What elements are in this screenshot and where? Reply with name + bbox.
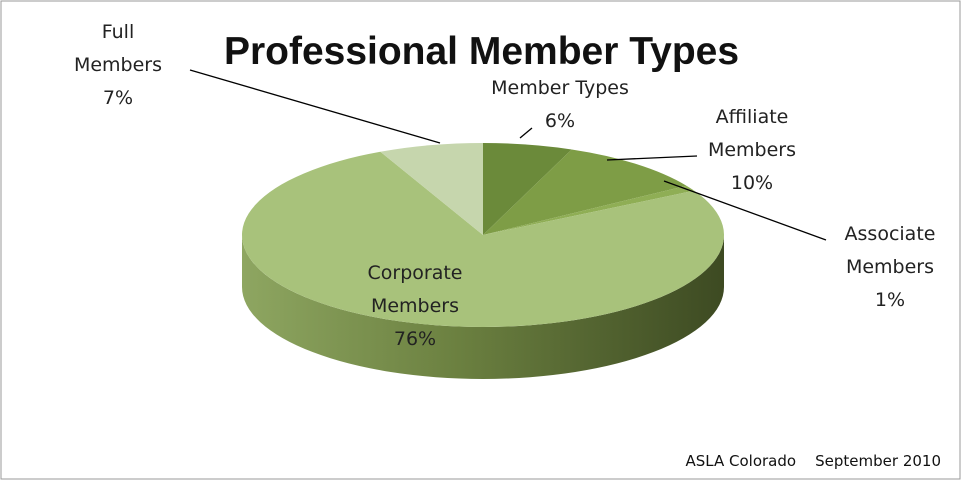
annotation: September 2010 — [815, 452, 941, 470]
category: Full Members — [73, 21, 163, 76]
pie-slice — [483, 185, 695, 235]
slice-label: Full Members 7% — [68, 16, 168, 115]
pie-slice — [241, 151, 724, 328]
pie-slice — [483, 149, 687, 235]
category: Affiliate Members — [707, 106, 797, 161]
pie-slice — [483, 143, 572, 235]
value-label: 10% — [730, 172, 774, 194]
annotation: ASLA Colorado — [685, 452, 797, 470]
value-label: 6% — [544, 110, 576, 132]
category: Associate Members — [844, 223, 936, 278]
pie-slice — [380, 143, 483, 235]
slice-label: Affiliate Members 10% — [697, 101, 807, 200]
category: Corporate Members — [367, 262, 463, 317]
leader-line — [189, 69, 441, 144]
slice-label: Associate Members 1% — [830, 218, 950, 317]
pie-side — [242, 235, 724, 379]
slice-label: Corporate Members 76% — [350, 257, 480, 356]
leader-line — [519, 127, 533, 139]
value-label: 7% — [102, 87, 134, 109]
footer: ASLA Colorado September 2010 — [685, 452, 941, 470]
slice-label: Member Types 6% — [460, 72, 660, 138]
leader-line — [606, 155, 698, 161]
chart-title: Professional Member Types — [223, 30, 740, 73]
leader-line — [663, 180, 827, 241]
value-label: 1% — [874, 289, 906, 311]
value-label: 76% — [393, 328, 437, 350]
category: Member Types — [491, 77, 629, 99]
